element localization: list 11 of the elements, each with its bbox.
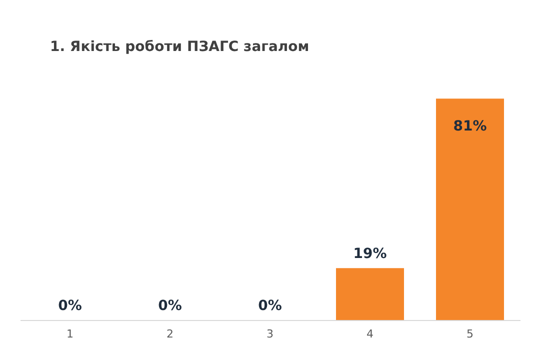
x-tick-label: 1	[66, 328, 74, 340]
data-label: 19%	[353, 246, 387, 262]
x-tick-label: 5	[466, 328, 474, 340]
data-label: 0%	[258, 298, 282, 314]
x-tick-label: 2	[166, 328, 174, 340]
data-label: 0%	[58, 298, 82, 314]
data-label: 0%	[158, 298, 182, 314]
x-tick-label: 3	[266, 328, 274, 340]
chart-title: 1. Якість роботи ПЗАГС загалом	[50, 39, 310, 55]
data-label: 81%	[453, 118, 487, 135]
x-tick-label: 4	[366, 328, 374, 340]
